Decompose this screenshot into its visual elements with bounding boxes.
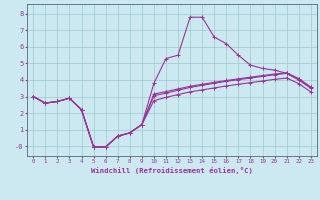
X-axis label: Windchill (Refroidissement éolien,°C): Windchill (Refroidissement éolien,°C) bbox=[91, 167, 253, 174]
